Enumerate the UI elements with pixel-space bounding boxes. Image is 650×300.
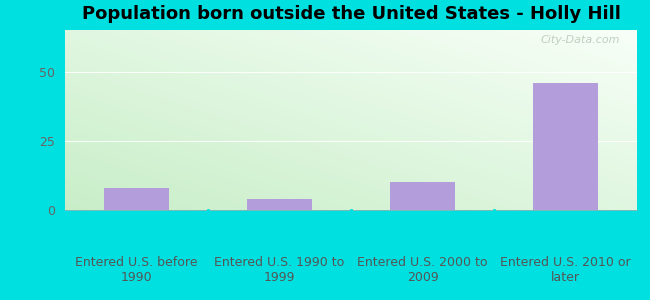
Bar (247, 199, 312, 210)
Bar (104, 188, 169, 210)
Text: City-Data.com: City-Data.com (540, 35, 620, 45)
Bar (534, 82, 598, 210)
Bar (390, 182, 455, 210)
Text: Entered U.S. 2000 to
2009: Entered U.S. 2000 to 2009 (358, 256, 488, 284)
Title: Population born outside the United States - Holly Hill: Population born outside the United State… (81, 5, 621, 23)
Text: Entered U.S. 2010 or
later: Entered U.S. 2010 or later (500, 256, 630, 284)
Text: Entered U.S. 1990 to
1999: Entered U.S. 1990 to 1999 (214, 256, 344, 284)
Text: Entered U.S. before
1990: Entered U.S. before 1990 (75, 256, 198, 284)
